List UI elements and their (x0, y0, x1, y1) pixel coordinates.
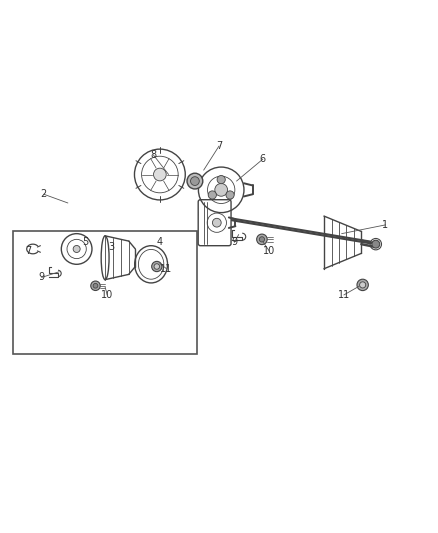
Circle shape (93, 284, 98, 288)
Text: 7: 7 (25, 246, 32, 256)
Circle shape (187, 173, 203, 189)
Circle shape (357, 279, 368, 290)
Text: 11: 11 (160, 264, 173, 273)
Text: 1: 1 (382, 220, 389, 230)
Text: 5: 5 (82, 237, 88, 247)
Circle shape (91, 281, 100, 290)
Text: 6: 6 (260, 154, 266, 164)
Text: 4: 4 (157, 237, 163, 247)
Text: 9: 9 (231, 237, 237, 247)
Circle shape (259, 237, 265, 242)
Text: 3: 3 (109, 242, 115, 252)
Circle shape (215, 183, 228, 196)
Text: 10: 10 (263, 246, 276, 256)
FancyBboxPatch shape (198, 200, 231, 246)
Circle shape (152, 261, 162, 272)
Circle shape (372, 240, 380, 248)
Circle shape (226, 191, 234, 199)
Circle shape (212, 219, 221, 227)
Circle shape (217, 175, 225, 184)
Circle shape (154, 264, 159, 269)
Circle shape (360, 282, 366, 288)
Circle shape (208, 191, 216, 199)
Circle shape (153, 168, 166, 181)
Text: 2: 2 (41, 189, 47, 199)
Text: 7: 7 (216, 141, 222, 151)
Text: 11: 11 (338, 290, 350, 300)
Text: 8: 8 (150, 150, 156, 160)
Text: 10: 10 (101, 290, 113, 300)
Circle shape (191, 177, 199, 185)
Text: 9: 9 (39, 272, 45, 282)
Bar (13, 231, 197, 354)
Circle shape (257, 234, 267, 245)
Circle shape (73, 246, 80, 253)
